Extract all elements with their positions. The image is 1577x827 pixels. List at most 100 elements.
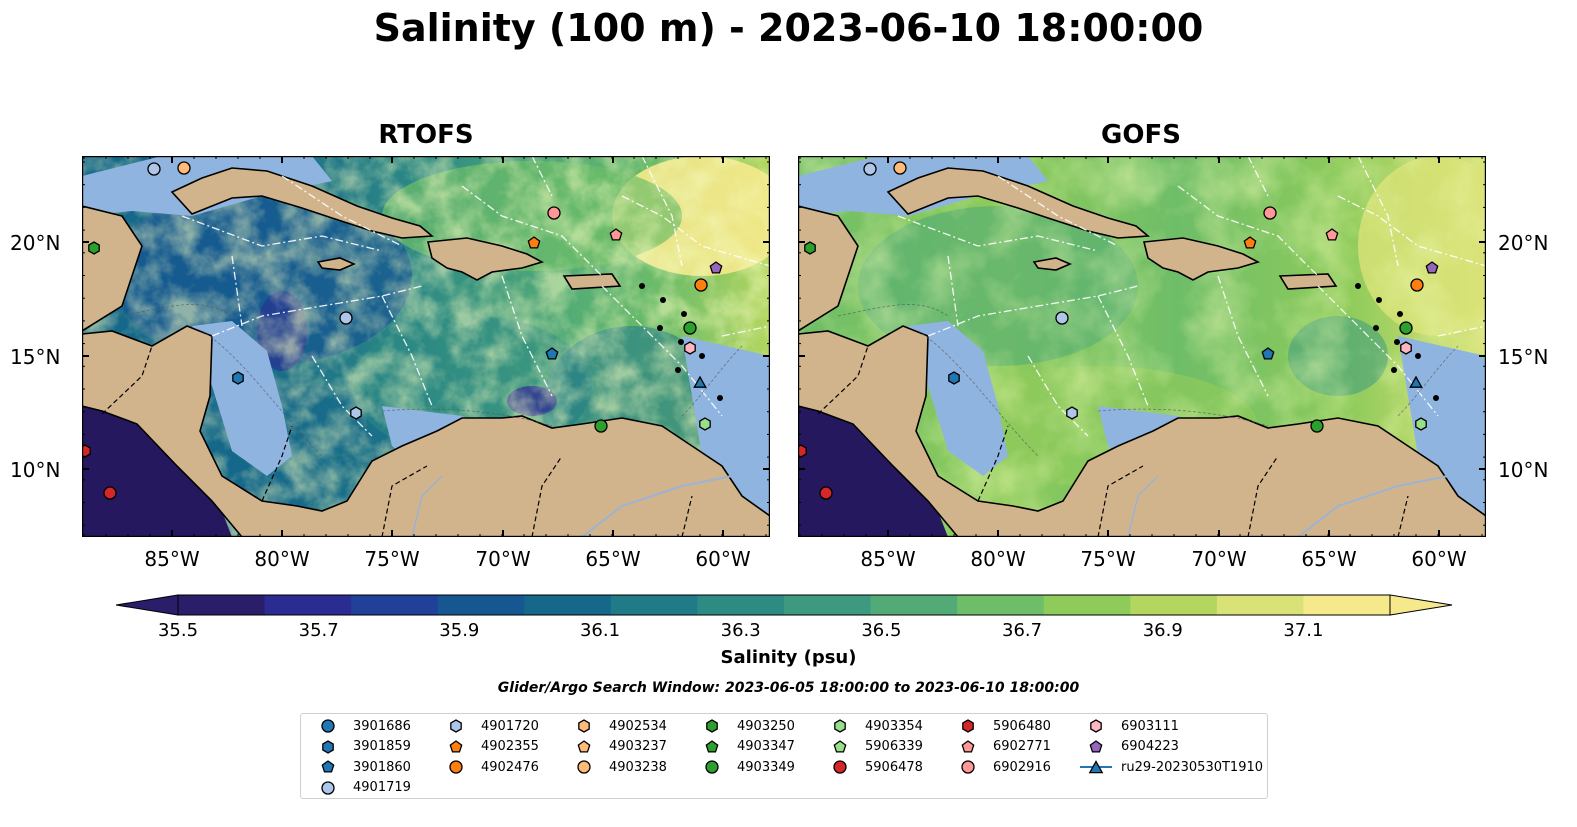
eez-boundary-4 [1317,285,1439,417]
legend-label: 3901859 [353,739,411,754]
land-jamaica [1032,257,1073,271]
hexagon-marker-icon [962,719,974,733]
map-marker-4901719 [863,162,877,176]
map-panel-rtofs[interactable] [82,156,770,537]
legend-label: ru29-20230530T1910 [1121,759,1264,775]
map-marker-4903250 [88,241,100,255]
legend-item-4903349: 4903349 [695,758,795,776]
colorbar-extend-low [116,594,179,616]
land-central-south-america [798,325,1486,537]
map-panel-gofs[interactable] [798,156,1486,537]
map-marker-4901720 [350,406,362,420]
legend-marker [577,760,591,774]
lon-label-right-0: 85°W [860,547,916,571]
pentagon-marker-icon [1089,739,1103,753]
eez-boundary-8 [1247,156,1269,197]
lat-label-10n-left: 10°N [10,458,61,482]
legend-label: 6904223 [1121,739,1179,754]
legend-item-5906339: 5906339 [823,738,923,756]
legend-label: 4903347 [737,739,795,754]
colorbar-segment [1130,595,1218,615]
eez-boundary-2 [381,295,433,407]
hexagon-marker-icon [834,719,846,733]
map-marker-5906478 [819,486,833,500]
map-marker-ru29-20230530T1910 [693,375,707,388]
legend-marker [962,719,974,733]
colorbar-extend-high [1389,594,1453,616]
colorbar-segment [351,595,439,615]
legend-marker [834,719,846,733]
legend-marker [578,719,590,733]
panel-title-rtofs: RTOFS [378,120,474,150]
circle-marker-icon [321,719,335,733]
eez-boundary-9 [1357,156,1399,267]
circle-marker-icon [705,760,719,774]
map-marker-6903111 [684,341,696,355]
legend-item-4903347: 4903347 [695,738,795,756]
legend-item-3901860: 3901860 [311,758,411,776]
map-marker-4902355 [527,236,541,249]
map-frame [82,156,770,537]
legend-marker [1090,719,1102,733]
legend-marker [833,760,847,774]
search-window-text: Glider/Argo Search Window: 2023-06-05 18… [497,680,1080,696]
legend-item-4903237: 4903237 [567,738,667,756]
map-marker-3901860 [1261,347,1275,360]
colorbar-segment [1216,595,1304,615]
legend-label: 6902771 [993,739,1051,754]
eez-boundary-0 [897,215,1099,252]
circle-marker-icon [577,760,591,774]
legend-item-4902355: 4902355 [439,738,539,756]
circle-marker-icon [961,760,975,774]
legend-marker [705,760,719,774]
map-marker-4903349 [1310,419,1324,433]
legend-label: 6902916 [993,759,1051,775]
legend-marker [450,719,462,733]
colorbar-segment [1303,595,1391,615]
land-puerto-rico [562,273,622,290]
lon-label-right-5: 60°W [1411,547,1467,571]
legend-label: 4902355 [481,739,539,754]
shelf-nicaragua [908,321,1008,476]
land-hispaniola [426,237,545,281]
lat-label-15n-left: 15°N [10,345,61,369]
eez-boundary-9 [641,156,683,267]
eez-boundary-4 [601,285,723,417]
legend-label: 4902534 [609,718,667,734]
eez-boundary-12 [1027,355,1089,437]
legend-item-4903354: 4903354 [823,717,923,735]
legend-item-3901859: 3901859 [311,738,411,756]
legend-item-6903111: 6903111 [1079,717,1179,735]
land-cuba [170,167,435,239]
land-cuba [886,167,1151,239]
colorbar-segment [178,595,266,615]
lon-label-right-3: 70°W [1191,547,1247,571]
eez-boundary-3 [1217,275,1269,397]
map-marker-3901859 [948,371,960,385]
colorbar-tick-label: 36.7 [1002,620,1043,641]
legend-label: 4903238 [609,759,667,775]
eez-boundary-12 [311,355,373,437]
map-marker-6902916 [547,206,561,220]
map-marker-5906480 [82,444,91,458]
legend-item-4903250: 4903250 [695,717,795,735]
legend-marker [577,739,591,753]
eez-boundary-3 [501,275,553,397]
legend-label: 5906480 [993,718,1051,734]
legend-item-6902771: 6902771 [951,738,1051,756]
legend-marker [1088,760,1104,774]
legend-item-4902534: 4902534 [567,717,667,735]
legend-label: 6903111 [1121,718,1179,734]
map-marker-4901719 [147,162,161,176]
lon-label-right-4: 65°W [1301,547,1357,571]
map-marker-4903238 [893,161,907,175]
map-marker-4901720 [1066,406,1078,420]
map-marker-5906480 [798,444,807,458]
pentagon-marker-icon [833,739,847,753]
eez-boundary-5 [621,195,770,267]
map-marker-ru29-20230530T1910 [1409,375,1423,388]
legend-marker [322,739,334,754]
eez-boundary-0 [181,215,383,252]
legend-item-4903238: 4903238 [567,758,667,776]
pentagon-marker-icon [577,739,591,753]
